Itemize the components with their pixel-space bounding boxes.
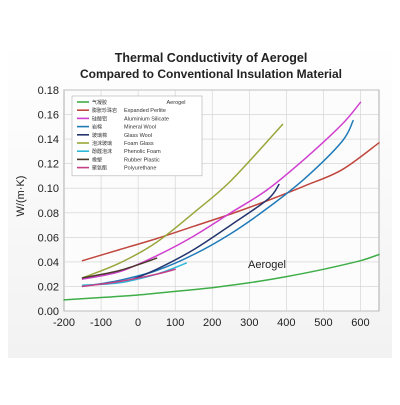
axis-layer: 0.00 0.02 0.04 0.06 0.08 0.10 0.12 0.14 0.16 0.18… <box>38 85 370 329</box>
legend: 气凝胶 Aerogel 膨胀珍珠岩 Expanded Perlite 硅酸铝 Alumin… <box>71 95 203 177</box>
legend-label: Expanded Perlite <box>124 108 166 114</box>
legend-label-cn: 玻璃棉 <box>92 132 107 139</box>
y-tick-label: 0.02 <box>38 281 59 293</box>
legend-label: Rubber Plastic <box>124 157 160 163</box>
x-tick-label: -200 <box>53 317 75 329</box>
chart-title: Thermal Conductivity of Aerogel <box>115 51 308 65</box>
legend-label: Foam Glass <box>124 141 154 147</box>
x-tick-label: 500 <box>314 317 332 329</box>
x-tick-label: 0 <box>135 317 141 329</box>
series-line-mineral-wool <box>81 119 354 288</box>
series-line-rubber-plastic <box>81 257 158 279</box>
y-tick-label: 0.04 <box>38 257 59 269</box>
series-line-aerogel <box>63 253 380 301</box>
legend-label: Glass Wool <box>124 133 152 139</box>
legend-label: Mineral Wool <box>124 125 156 131</box>
y-tick-label: 0.12 <box>38 159 59 171</box>
aerogel-annotation: Aerogel <box>248 259 286 271</box>
legend-box <box>71 95 203 177</box>
legend-label-cn: 聚氨酯 <box>92 165 107 172</box>
legend-label-cn: 酚醛泡沫 <box>92 148 112 155</box>
legend-label: Polyurethane <box>124 166 156 172</box>
legend-label: Aluminium Silicate <box>124 116 169 122</box>
x-tick-label: 100 <box>166 317 184 329</box>
legend-label-cn: 岩棉 <box>92 124 102 131</box>
legend-label: Aerogel <box>167 100 186 106</box>
legend-label-cn: 橡塑 <box>92 156 102 163</box>
series-layer <box>63 101 380 301</box>
series-line-polyurethane <box>81 268 176 288</box>
y-tick-label: 0.06 <box>38 232 59 244</box>
legend-label: Phenolic Foam <box>124 149 161 155</box>
x-tick-label: 200 <box>203 317 221 329</box>
y-tick-label: 0.14 <box>38 134 59 146</box>
y-axis-label: W/(m·K) <box>15 176 27 217</box>
legend-label-cn: 膨胀珍珠岩 <box>92 107 117 114</box>
x-tick-label: 400 <box>277 317 295 329</box>
y-tick-label: 0.00 <box>38 306 59 318</box>
y-tick-label: 0.08 <box>38 208 59 220</box>
x-tick-label: -100 <box>90 317 112 329</box>
series-line-expanded-perlite <box>81 142 380 262</box>
y-tick-label: 0.16 <box>38 110 59 122</box>
chart-subtitle: Compared to Conventional Insulation Mate… <box>80 67 342 81</box>
y-tick-label: 0.18 <box>38 85 59 97</box>
series-line-glass-wool <box>126 183 280 283</box>
legend-label-cn: 硅酸铝 <box>92 115 107 122</box>
x-tick-label: 600 <box>351 317 369 329</box>
legend-label-cn: 泡沫玻璃 <box>92 140 112 147</box>
x-tick-label: 300 <box>240 317 258 329</box>
y-tick-label: 0.10 <box>38 183 59 195</box>
legend-label-cn: 气凝胶 <box>92 99 107 106</box>
series-line-foam-glass <box>81 123 284 279</box>
